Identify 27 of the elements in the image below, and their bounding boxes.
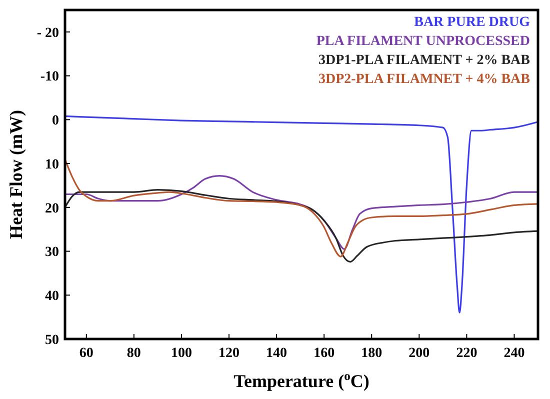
line-series [64,189,539,263]
y-tick-label: 40 [45,289,59,304]
y-axis-title: Heat Flow (mW) [6,110,26,239]
line-series [64,115,539,314]
x-tick-label: 100 [170,346,192,361]
y-tick-label: -10 [40,70,59,85]
line-series [64,175,539,250]
text: 3DP2-PLA FILAMNET + 4% BAB [318,72,530,87]
x-tick-label: 80 [126,346,141,361]
x-tick-label: 200 [408,346,430,361]
text: 3DP1-PLA FILAMENT + 2% BAB [318,53,530,68]
y-tick-label: 30 [45,245,59,260]
x-tick-label: 220 [456,346,478,361]
y-tick-label: - 20 [36,26,59,41]
y-tick-label: 10 [45,157,59,172]
y-tick-label: 0 [52,114,59,129]
x-tick-label: 60 [79,346,94,361]
x-tick-label: 240 [504,346,525,361]
text: BAR PURE DRUG [414,15,530,30]
y-tick-label: 20 [45,201,59,216]
x-tick-label: 180 [361,346,382,361]
y-tick-label: 50 [45,332,59,348]
text: PLA FILAMENT UNPROCESSED [316,34,530,49]
x-axis-title: Temperature ($^{o}$C) [234,369,370,391]
x-tick-label: 140 [266,346,288,361]
x-tick-label: 120 [218,346,240,361]
x-tick-label: 160 [314,346,335,361]
